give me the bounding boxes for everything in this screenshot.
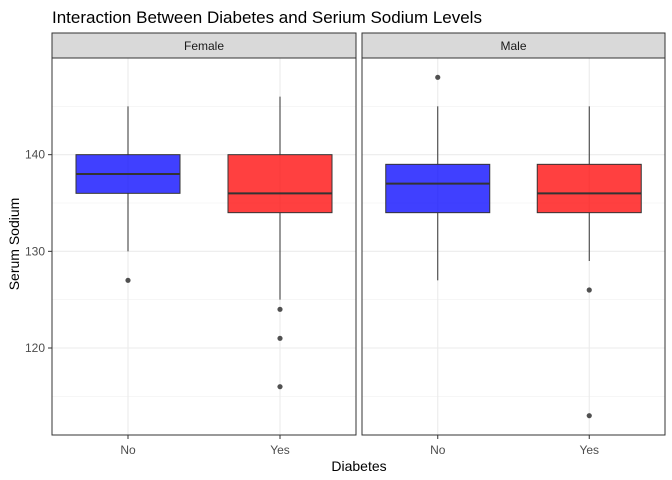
box-body	[536, 163, 642, 214]
outlier-point	[277, 384, 283, 390]
outlier-point	[277, 335, 283, 341]
outlier-point	[586, 413, 592, 419]
box-male-no	[385, 74, 491, 281]
x-tick-label: No	[430, 443, 446, 457]
x-axis-title: Diabetes	[331, 458, 386, 474]
facet-strip	[361, 32, 666, 59]
outlier-point	[586, 287, 592, 293]
y-tick-label: 130	[25, 244, 45, 258]
facet-panel-male: Male No Yes	[361, 32, 666, 457]
box-female-yes	[227, 96, 333, 390]
facet-panels: Female No Yes Male No Yes	[51, 32, 666, 457]
panel-background	[52, 58, 356, 435]
x-tick-label: No	[120, 443, 136, 457]
facet-strip-label: Male	[500, 39, 526, 53]
facet-strip-label: Female	[184, 39, 224, 53]
x-tick-label: Yes	[270, 443, 290, 457]
outlier-point	[125, 277, 131, 283]
chart-title: Interaction Between Diabetes and Serium …	[52, 8, 482, 27]
facet-panel-female: Female No Yes	[51, 32, 357, 457]
panel-background	[362, 58, 665, 435]
box-body	[227, 154, 333, 214]
x-tick-label: Yes	[579, 443, 599, 457]
box-male-yes	[536, 106, 642, 419]
outlier-point	[435, 74, 441, 80]
facet-strip	[51, 32, 357, 59]
box-body	[385, 163, 491, 214]
outlier-point	[277, 306, 283, 312]
y-axis-title: Serum Sodium	[6, 198, 22, 291]
box-female-no	[75, 106, 181, 283]
y-tick-label: 120	[25, 341, 45, 355]
y-axis: 120 130 140	[25, 148, 52, 355]
y-tick-label: 140	[25, 148, 45, 162]
